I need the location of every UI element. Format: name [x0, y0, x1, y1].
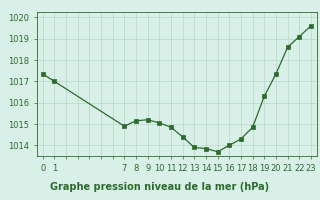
Text: Graphe pression niveau de la mer (hPa): Graphe pression niveau de la mer (hPa)	[51, 182, 269, 192]
